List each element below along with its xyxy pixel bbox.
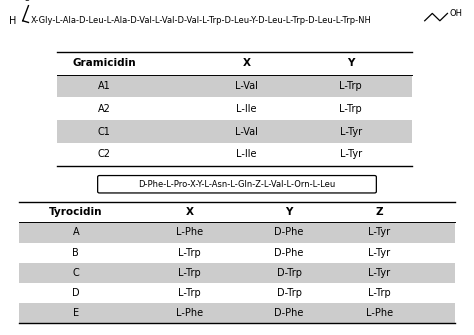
Text: E: E <box>73 308 79 318</box>
Text: L-Trp: L-Trp <box>339 104 362 114</box>
Text: L-Trp: L-Trp <box>178 248 201 258</box>
Text: X: X <box>186 207 193 217</box>
Text: L-Tyr: L-Tyr <box>368 248 390 258</box>
Text: D-Phe: D-Phe <box>274 308 304 318</box>
Text: L-Tyr: L-Tyr <box>340 127 362 137</box>
Text: L-Trp: L-Trp <box>339 81 362 91</box>
Bar <box>57 120 412 143</box>
Text: Y: Y <box>285 207 293 217</box>
Text: L-Val: L-Val <box>235 81 258 91</box>
Text: C1: C1 <box>98 127 111 137</box>
Text: A1: A1 <box>98 81 110 91</box>
Bar <box>19 263 455 283</box>
Text: OH: OH <box>450 9 463 18</box>
Text: O: O <box>23 0 30 3</box>
Text: L-Trp: L-Trp <box>178 288 201 298</box>
Bar <box>57 75 412 97</box>
Text: X: X <box>243 58 250 68</box>
Text: L-Tyr: L-Tyr <box>340 149 362 159</box>
Text: L-Phe: L-Phe <box>176 227 203 238</box>
Text: L-Phe: L-Phe <box>365 308 393 318</box>
Text: A: A <box>73 227 79 238</box>
Text: Y: Y <box>347 58 355 68</box>
Text: Z: Z <box>375 207 383 217</box>
FancyBboxPatch shape <box>98 176 376 193</box>
Text: L-Val: L-Val <box>235 127 258 137</box>
Text: D-Phe: D-Phe <box>274 248 304 258</box>
Text: C2: C2 <box>98 149 111 159</box>
Text: D-Phe-L-Pro-X-Y-L-Asn-L-Gln-Z-L-Val-L-Orn-L-Leu: D-Phe-L-Pro-X-Y-L-Asn-L-Gln-Z-L-Val-L-Or… <box>138 180 336 189</box>
Text: H: H <box>9 16 16 26</box>
Text: A2: A2 <box>98 104 111 114</box>
Text: Gramicidin: Gramicidin <box>73 58 136 68</box>
Text: D-Trp: D-Trp <box>277 288 301 298</box>
Bar <box>19 303 455 323</box>
Text: L-Phe: L-Phe <box>176 308 203 318</box>
Text: X-Gly-L-Ala-D-Leu-L-Ala-D-Val-L-Val-D-Val-L-Trp-D-Leu-Y-D-Leu-L-Trp-D-Leu-L-Trp-: X-Gly-L-Ala-D-Leu-L-Ala-D-Val-L-Val-D-Va… <box>31 16 372 25</box>
Text: L-Tyr: L-Tyr <box>368 268 390 278</box>
Text: C: C <box>73 268 79 278</box>
Text: L-Ile: L-Ile <box>236 149 257 159</box>
Text: D-Trp: D-Trp <box>277 268 301 278</box>
Text: B: B <box>73 248 79 258</box>
Text: D-Phe: D-Phe <box>274 227 304 238</box>
Bar <box>19 222 455 243</box>
Text: D: D <box>72 288 80 298</box>
Text: L-Trp: L-Trp <box>178 268 201 278</box>
Text: L-Tyr: L-Tyr <box>368 227 390 238</box>
Text: L-Ile: L-Ile <box>236 104 257 114</box>
Text: Tyrocidin: Tyrocidin <box>49 207 102 217</box>
Text: L-Trp: L-Trp <box>368 288 391 298</box>
